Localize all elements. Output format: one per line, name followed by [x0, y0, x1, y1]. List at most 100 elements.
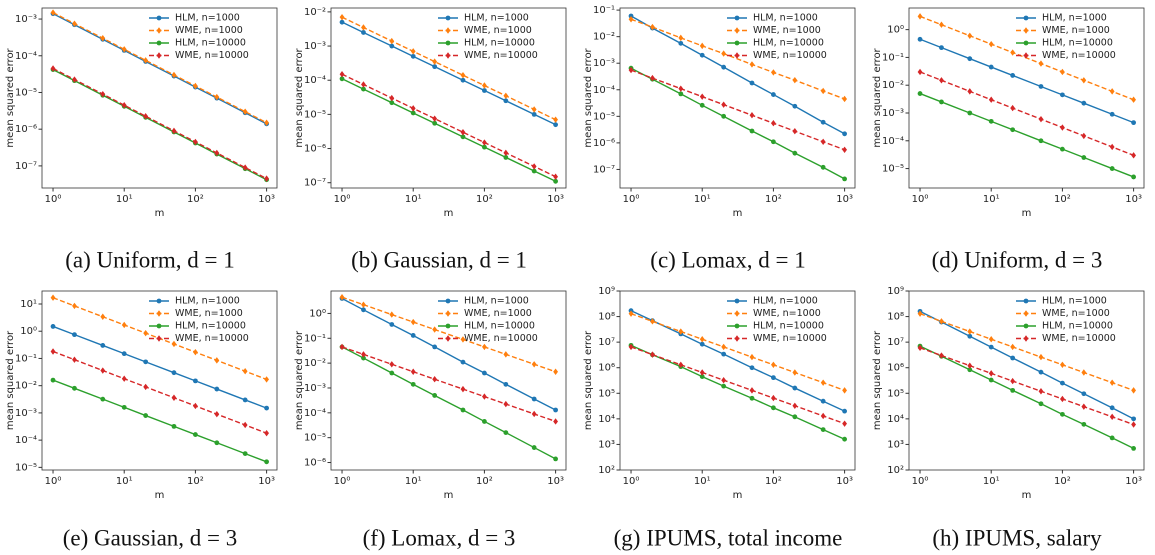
- x-tick-label: 10³: [1125, 476, 1142, 487]
- marker: [650, 23, 655, 31]
- marker: [792, 150, 798, 156]
- marker: [628, 343, 634, 351]
- marker: [749, 395, 755, 401]
- marker: [678, 361, 684, 369]
- marker: [699, 374, 705, 379]
- marker: [214, 440, 220, 446]
- x-tick-label: 10¹: [116, 476, 133, 487]
- marker: [1010, 104, 1016, 112]
- marker: [721, 50, 727, 57]
- marker: [1081, 77, 1087, 84]
- y-tick-label: 10⁸: [887, 312, 904, 323]
- x-tick-label: 10²: [476, 476, 493, 487]
- legend-marker: [1023, 15, 1029, 21]
- marker: [460, 134, 466, 140]
- marker: [749, 80, 755, 86]
- marker: [820, 138, 826, 145]
- marker: [339, 19, 345, 25]
- legend-label: WME, n=1000: [175, 25, 243, 36]
- marker: [432, 64, 438, 70]
- series-line: [630, 67, 845, 180]
- marker: [792, 128, 798, 135]
- marker: [460, 407, 466, 413]
- x-tick-label: 10²: [476, 194, 493, 205]
- marker: [721, 64, 727, 70]
- marker: [1060, 92, 1065, 98]
- x-tick-label: 10¹: [694, 194, 711, 205]
- marker: [503, 381, 509, 387]
- marker: [820, 398, 826, 404]
- y-tick-label: 10⁻¹: [882, 52, 904, 63]
- x-axis-label: m: [155, 208, 165, 219]
- y-tick-label: 10⁻⁴: [882, 136, 904, 147]
- marker: [482, 139, 487, 146]
- y-tick-label: 10⁻²: [304, 7, 326, 18]
- series-line: [630, 69, 845, 151]
- marker: [1010, 387, 1016, 393]
- plot-area: [330, 7, 567, 189]
- legend-label: HLM, n=1000: [464, 296, 529, 307]
- legend-label: HLM, n=1000: [1042, 296, 1107, 307]
- marker: [553, 116, 558, 123]
- marker: [792, 76, 798, 84]
- marker: [389, 43, 395, 49]
- series-line: [52, 67, 267, 180]
- marker: [143, 359, 149, 365]
- marker: [100, 90, 106, 98]
- marker: [721, 343, 727, 351]
- caption: (a) Uniform, d = 1: [65, 247, 234, 272]
- marker: [72, 385, 77, 391]
- marker: [967, 328, 973, 335]
- y-tick-label: 10⁸: [598, 312, 615, 323]
- series-line: [341, 73, 556, 178]
- marker: [721, 376, 727, 384]
- x-tick-label: 10⁰: [912, 194, 929, 205]
- y-axis-label: mean squared error: [872, 330, 883, 430]
- y-tick-label: 10⁻⁶: [304, 144, 326, 155]
- legend-marker: [734, 15, 740, 21]
- marker: [771, 361, 776, 369]
- y-tick-label: 10⁻⁵: [15, 87, 37, 98]
- marker: [939, 318, 944, 325]
- series-line: [919, 312, 1134, 392]
- marker: [749, 61, 755, 68]
- marker: [1038, 369, 1044, 375]
- x-tick-label: 10³: [836, 194, 853, 205]
- marker: [842, 408, 847, 414]
- marker: [1010, 343, 1016, 351]
- marker: [721, 113, 727, 119]
- marker: [503, 98, 509, 104]
- marker: [1131, 152, 1136, 159]
- x-tick-label: 10²: [765, 476, 782, 487]
- marker: [1060, 380, 1065, 386]
- marker: [214, 149, 220, 157]
- marker: [389, 94, 395, 102]
- series-line: [919, 38, 1134, 124]
- y-tick-label: 10⁻³: [593, 58, 615, 69]
- marker: [1131, 174, 1136, 180]
- marker: [1060, 395, 1065, 403]
- marker: [460, 129, 466, 136]
- marker: [72, 356, 77, 363]
- marker: [121, 102, 127, 109]
- marker: [699, 52, 705, 58]
- marker: [503, 155, 509, 160]
- marker: [628, 66, 634, 74]
- legend-marker: [734, 298, 740, 304]
- marker: [264, 119, 269, 126]
- y-tick-label: 10⁴: [598, 414, 615, 425]
- y-tick-label: 10⁻²: [304, 358, 326, 369]
- marker: [193, 138, 198, 146]
- marker: [339, 343, 345, 351]
- y-tick-label: 10⁻⁵: [882, 164, 904, 175]
- marker: [771, 394, 776, 402]
- y-tick-label: 10⁰: [20, 326, 37, 337]
- marker: [1038, 115, 1044, 123]
- marker: [1060, 411, 1065, 417]
- series-line: [630, 310, 845, 412]
- y-tick-label: 10⁶: [887, 363, 904, 374]
- legend-marker: [734, 27, 740, 34]
- y-tick-label: 10⁻⁵: [15, 462, 37, 473]
- marker: [792, 103, 798, 109]
